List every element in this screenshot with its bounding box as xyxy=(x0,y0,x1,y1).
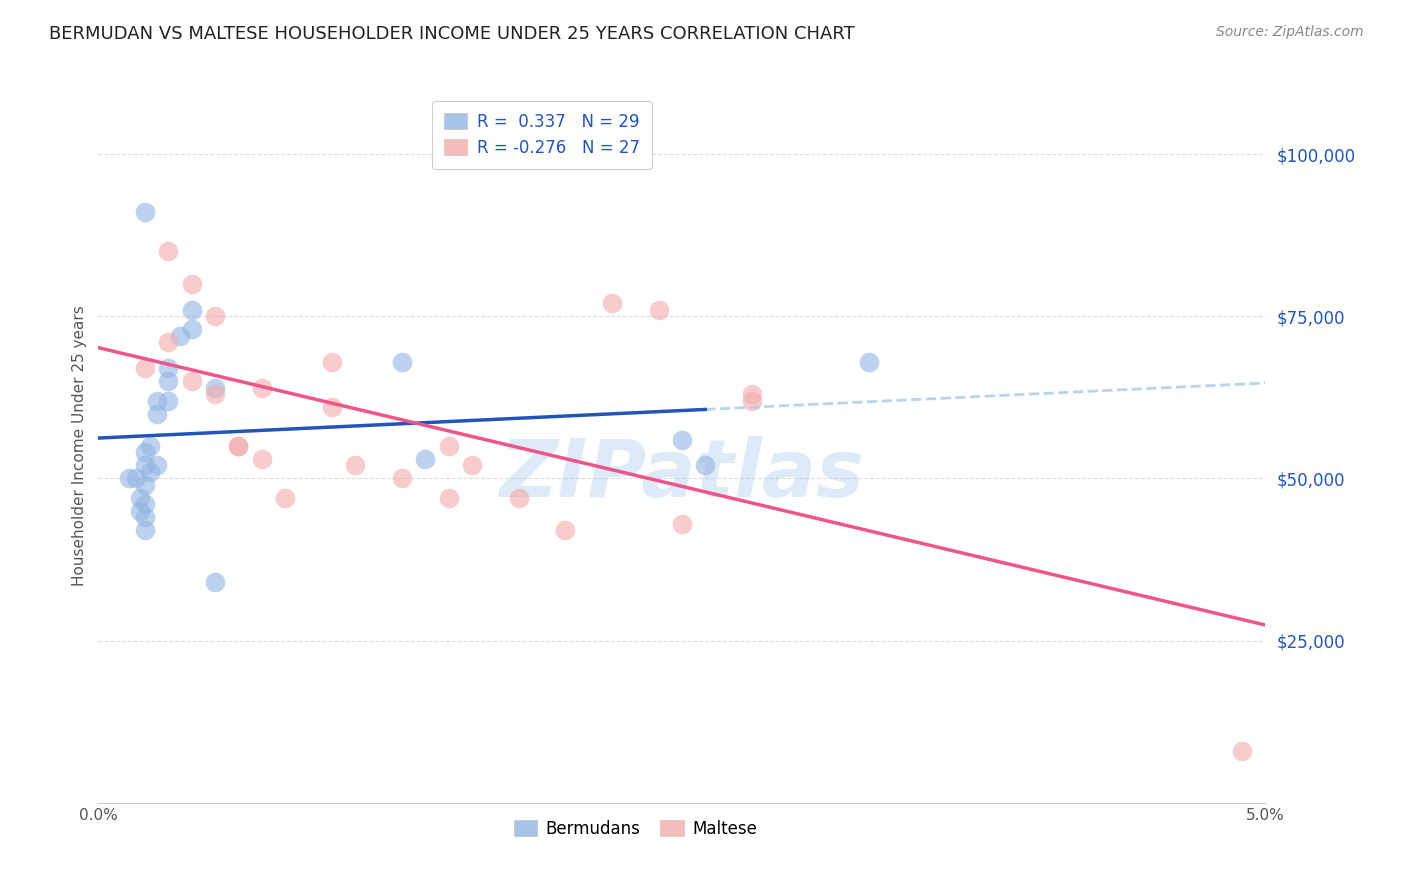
Point xyxy=(274,491,297,505)
Point xyxy=(600,296,623,310)
Point xyxy=(129,504,152,518)
Point xyxy=(344,458,367,473)
Point xyxy=(250,381,273,395)
Point xyxy=(204,387,226,401)
Point xyxy=(134,497,156,511)
Point xyxy=(391,471,413,485)
Point xyxy=(134,445,156,459)
Point xyxy=(134,205,156,219)
Point xyxy=(169,328,191,343)
Point xyxy=(250,452,273,467)
Point xyxy=(157,335,180,350)
Point xyxy=(228,439,250,453)
Point xyxy=(157,393,180,408)
Point xyxy=(204,381,226,395)
Y-axis label: Householder Income Under 25 years: Householder Income Under 25 years xyxy=(72,306,87,586)
Point xyxy=(180,374,202,388)
Point xyxy=(437,439,460,453)
Point xyxy=(180,277,202,291)
Point xyxy=(134,510,156,524)
Point xyxy=(671,516,693,531)
Point xyxy=(508,491,530,505)
Point xyxy=(741,387,763,401)
Point xyxy=(157,244,180,259)
Point xyxy=(413,452,436,467)
Legend: Bermudans, Maltese: Bermudans, Maltese xyxy=(508,814,763,845)
Point xyxy=(1230,744,1253,758)
Text: ZIPatlas: ZIPatlas xyxy=(499,435,865,514)
Point xyxy=(391,354,413,368)
Point xyxy=(139,465,162,479)
Text: Source: ZipAtlas.com: Source: ZipAtlas.com xyxy=(1216,25,1364,39)
Point xyxy=(437,491,460,505)
Point xyxy=(741,393,763,408)
Point xyxy=(157,374,180,388)
Point xyxy=(554,524,576,538)
Point xyxy=(134,458,156,473)
Point xyxy=(180,322,202,336)
Point xyxy=(125,471,148,485)
Point xyxy=(228,439,250,453)
Point xyxy=(129,491,152,505)
Point xyxy=(321,354,343,368)
Point xyxy=(146,407,169,421)
Point xyxy=(671,433,693,447)
Text: BERMUDAN VS MALTESE HOUSEHOLDER INCOME UNDER 25 YEARS CORRELATION CHART: BERMUDAN VS MALTESE HOUSEHOLDER INCOME U… xyxy=(49,25,855,43)
Point xyxy=(461,458,484,473)
Point xyxy=(858,354,880,368)
Point xyxy=(321,400,343,414)
Point xyxy=(157,361,180,376)
Point xyxy=(118,471,141,485)
Point xyxy=(134,524,156,538)
Point xyxy=(204,310,226,324)
Point xyxy=(146,393,169,408)
Point xyxy=(134,478,156,492)
Point xyxy=(180,302,202,317)
Point xyxy=(146,458,169,473)
Point xyxy=(647,302,669,317)
Point xyxy=(695,458,717,473)
Point xyxy=(134,361,156,376)
Point xyxy=(204,575,226,590)
Point xyxy=(139,439,162,453)
